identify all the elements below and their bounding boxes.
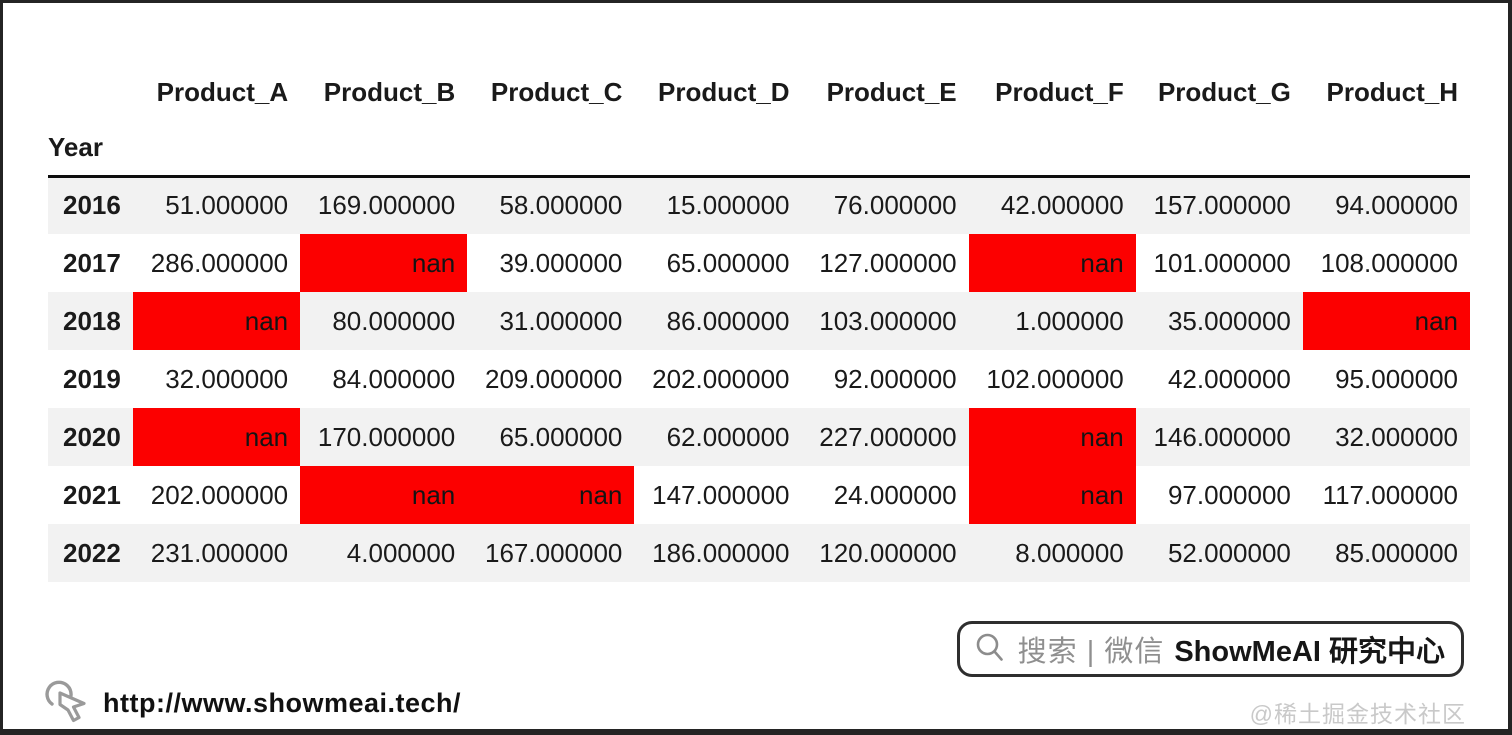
table-row: 2017 286.000000 nan 39.000000 65.000000 127.0… <box>48 234 1470 292</box>
search-icon <box>976 633 1003 661</box>
value-cell: 95.000000 <box>1335 363 1458 394</box>
nan-cell: nan <box>1302 292 1470 350</box>
value-cell: 170.000000 <box>317 421 456 452</box>
value-cell: 117.000000 <box>1322 479 1458 510</box>
value-cell: 35.000000 <box>1167 305 1291 336</box>
value-cell: 147.000000 <box>652 479 790 510</box>
wechat-search-badge[interactable]: 搜索 | 微信 ShowMeAI 研究中心 <box>956 621 1464 677</box>
nan-cell: nan <box>968 466 1136 524</box>
community-watermark: @稀土掘金技术社区 <box>1249 701 1466 727</box>
nan-cell: nan <box>300 466 468 524</box>
index-rule-cell <box>968 121 1136 178</box>
column-header: Product_H <box>1326 76 1458 107</box>
index-rule-cell <box>467 121 635 178</box>
value-cell: 167.000000 <box>485 537 623 568</box>
index-rule-cell <box>634 121 802 178</box>
value-cell: 231.000000 <box>150 537 289 568</box>
value-cell: 42.000000 <box>1000 190 1124 221</box>
value-cell: 209.000000 <box>485 363 623 394</box>
index-rule-cell <box>1302 121 1470 178</box>
value-cell: 94.000000 <box>1335 190 1458 221</box>
column-header: Product_D <box>658 76 790 107</box>
value-cell: 32.000000 <box>165 363 289 394</box>
value-cell: 1.000000 <box>1015 305 1124 336</box>
value-cell: 97.000000 <box>1167 479 1291 510</box>
index-label: Year <box>48 121 133 178</box>
value-cell: 286.000000 <box>150 247 289 278</box>
value-cell: 108.000000 <box>1320 247 1458 278</box>
value-cell: 65.000000 <box>666 247 790 278</box>
dataframe-table: Product_A Product_B Product_C Product_D Prod… <box>48 63 1470 582</box>
column-header: Product_F <box>995 76 1124 107</box>
value-cell: 80.000000 <box>332 305 456 336</box>
value-cell: 85.000000 <box>1335 537 1458 568</box>
value-cell: 84.000000 <box>332 363 456 394</box>
value-cell: 120.000000 <box>819 537 957 568</box>
index-rule-cell <box>300 121 468 178</box>
row-year: 2021 <box>63 479 121 510</box>
value-cell: 4.000000 <box>346 537 456 568</box>
value-cell: 146.000000 <box>1153 421 1291 452</box>
nan-cell: nan <box>968 408 1136 466</box>
value-cell: 51.000000 <box>165 190 289 221</box>
nan-cell: nan <box>133 408 301 466</box>
nan-cell: nan <box>467 466 635 524</box>
table-row: 2018 nan 80.000000 31.000000 86.000000 103.00… <box>48 292 1470 350</box>
table-row: 2022 231.000000 4.000000 167.000000 186.0000… <box>48 524 1470 582</box>
value-cell: 92.000000 <box>833 363 957 394</box>
row-year: 2022 <box>63 537 121 568</box>
nan-cell: nan <box>133 292 301 350</box>
value-cell: 52.000000 <box>1167 537 1291 568</box>
value-cell: 39.000000 <box>499 247 623 278</box>
value-cell: 65.000000 <box>499 421 623 452</box>
value-cell: 102.000000 <box>986 363 1124 394</box>
table-row: 2019 32.000000 84.000000 209.000000 202.0000… <box>48 350 1470 408</box>
value-cell: 169.000000 <box>317 190 456 221</box>
value-cell: 31.000000 <box>499 305 623 336</box>
column-header: Product_A <box>156 76 289 107</box>
value-cell: 76.000000 <box>833 190 957 221</box>
value-cell: 186.000000 <box>652 537 790 568</box>
brand-name: ShowMeAI 研究中心 <box>1174 636 1445 668</box>
index-rule-cell <box>133 121 301 178</box>
value-cell: 86.000000 <box>666 305 790 336</box>
row-year: 2018 <box>63 305 121 336</box>
table-row: 2016 51.000000 169.000000 58.000000 15.00000… <box>48 176 1470 234</box>
column-header: Product_B <box>323 76 456 107</box>
nan-cell: nan <box>300 234 468 292</box>
value-cell: 24.000000 <box>833 479 957 510</box>
search-badge-label: 搜索 | 微信 <box>1017 636 1165 668</box>
dataframe-container: Product_A Product_B Product_C Product_D Prod… <box>48 63 1470 582</box>
column-header: Product_C <box>490 76 623 107</box>
value-cell: 62.000000 <box>666 421 790 452</box>
cursor-click-icon <box>45 680 86 723</box>
value-cell: 103.000000 <box>819 305 957 336</box>
column-header: Product_E <box>826 76 957 107</box>
table-row: 2021 202.000000 nan nan 147.000000 24.000000 n… <box>48 466 1470 524</box>
value-cell: 101.000000 <box>1153 247 1291 278</box>
row-year: 2016 <box>63 190 121 221</box>
nan-cell: nan <box>968 234 1136 292</box>
website-url[interactable]: http://www.showmeai.tech/ <box>103 687 462 718</box>
value-cell: 8.000000 <box>1015 537 1124 568</box>
row-year: 2019 <box>63 363 121 394</box>
value-cell: 42.000000 <box>1167 363 1291 394</box>
index-rule-cell <box>1135 121 1303 178</box>
footer-url-block: http://www.showmeai.tech/ <box>43 679 461 727</box>
table-row: 2020 nan 170.000000 65.000000 62.000000 227.0… <box>48 408 1470 466</box>
row-year: 2020 <box>63 421 121 452</box>
value-cell: 157.000000 <box>1153 190 1291 221</box>
index-spacer <box>48 63 133 121</box>
value-cell: 32.000000 <box>1335 421 1458 452</box>
value-cell: 202.000000 <box>652 363 790 394</box>
value-cell: 202.000000 <box>150 479 289 510</box>
value-cell: 127.000000 <box>819 247 957 278</box>
value-cell: 15.000000 <box>666 190 790 221</box>
index-rule-cell <box>801 121 969 178</box>
row-year: 2017 <box>63 247 121 278</box>
value-cell: 58.000000 <box>499 190 623 221</box>
value-cell: 227.000000 <box>819 421 957 452</box>
column-header: Product_G <box>1157 76 1291 107</box>
